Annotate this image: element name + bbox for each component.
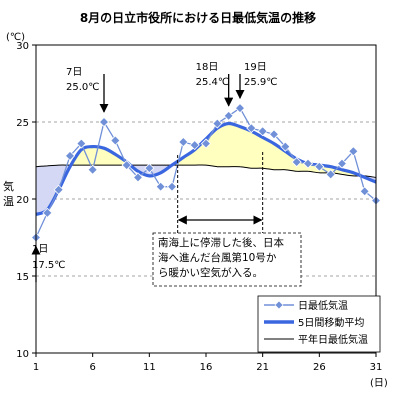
- y-axis-label-char-1: 気: [3, 179, 14, 193]
- daily-point-9: [121, 160, 132, 171]
- annotation-day-1: 1日: [32, 244, 48, 255]
- daily-point-2: [42, 207, 53, 218]
- daily-point-19: [234, 103, 246, 114]
- y-tick-label-15: 15: [16, 272, 29, 283]
- annotation-temp-1: 17.5℃: [32, 260, 66, 271]
- daily-point-3: [53, 184, 64, 195]
- legend-swatch-daily-marker: [274, 300, 284, 310]
- x-tick-label-11: 11: [143, 362, 156, 373]
- x-tick-label-31: 31: [370, 362, 383, 373]
- annotations: 1日 17.5℃ 7日 25.0℃ 18日 25.4℃ 19日 25.9℃: [31, 62, 278, 283]
- x-tick-label-16: 16: [200, 362, 213, 373]
- annotation-day-19: 19日: [244, 62, 267, 73]
- y-tick-label-20: 20: [16, 195, 29, 206]
- daily-point-11: [144, 163, 155, 174]
- daily-point-16: [200, 138, 212, 149]
- y-tick-label-30: 30: [16, 41, 29, 52]
- x-tick-label-26: 26: [313, 362, 326, 373]
- daily-point-17: [212, 118, 223, 129]
- period-note-box: [152, 232, 302, 287]
- annotation-day-18: 18日: [196, 62, 219, 73]
- daily-point-23: [280, 141, 291, 152]
- x-tick-label-6: 6: [89, 362, 95, 373]
- daily-point-21: [257, 126, 268, 137]
- y-tick-label-25: 25: [16, 118, 29, 129]
- daily-point-8: [110, 135, 121, 146]
- daily-point-4: [64, 150, 76, 161]
- y-axis-label-char-2: 温: [3, 195, 14, 208]
- y-tick-label-10: 10: [16, 349, 29, 360]
- daily-point-15: [189, 140, 200, 151]
- daily-point-5: [76, 138, 87, 149]
- legend-label-daily: 日最低気温: [298, 299, 348, 312]
- daily-point-20: [246, 123, 257, 134]
- annotation-temp-19: 25.9℃: [244, 77, 278, 88]
- daily-point-27: [325, 169, 336, 180]
- legend-label-normal: 平年日最低気温: [298, 333, 368, 346]
- daily-point-30: [359, 186, 370, 197]
- period-bracket: [152, 152, 302, 287]
- daily-point-13: [166, 181, 178, 192]
- y-unit-label: (℃): [6, 32, 25, 43]
- x-tick-label-1: 1: [33, 362, 39, 373]
- daily-point-22: [268, 129, 280, 140]
- daily-point-24: [291, 156, 302, 168]
- legend-label-moving-avg: 5日間移動平均: [298, 316, 364, 329]
- daily-point-6: [87, 164, 98, 175]
- x-unit-label: (日): [370, 378, 388, 389]
- annotation-temp-18: 25.4℃: [196, 77, 230, 88]
- daily-point-18: [223, 110, 234, 121]
- daily-point-10: [132, 172, 144, 183]
- daily-point-12: [155, 181, 166, 192]
- daily-point-29: [348, 146, 359, 157]
- annotation-day-7: 7日: [66, 67, 82, 78]
- y-axis-label: 気 温: [3, 179, 18, 208]
- daily-point-14: [178, 136, 189, 148]
- legend: 日最低気温 5日間移動平均 平年日最低気温: [257, 295, 381, 353]
- daily-point-25: [302, 158, 314, 169]
- chart-title: 8月の日立市役所における日最低気温の推移: [80, 10, 316, 25]
- daily-point-7: [98, 116, 110, 128]
- series-lines: [30, 103, 382, 243]
- daily-point-26: [314, 161, 325, 172]
- annotation-temp-7: 25.0℃: [66, 82, 100, 93]
- x-tick-label-21: 21: [256, 362, 269, 373]
- daily-point-28: [336, 158, 348, 169]
